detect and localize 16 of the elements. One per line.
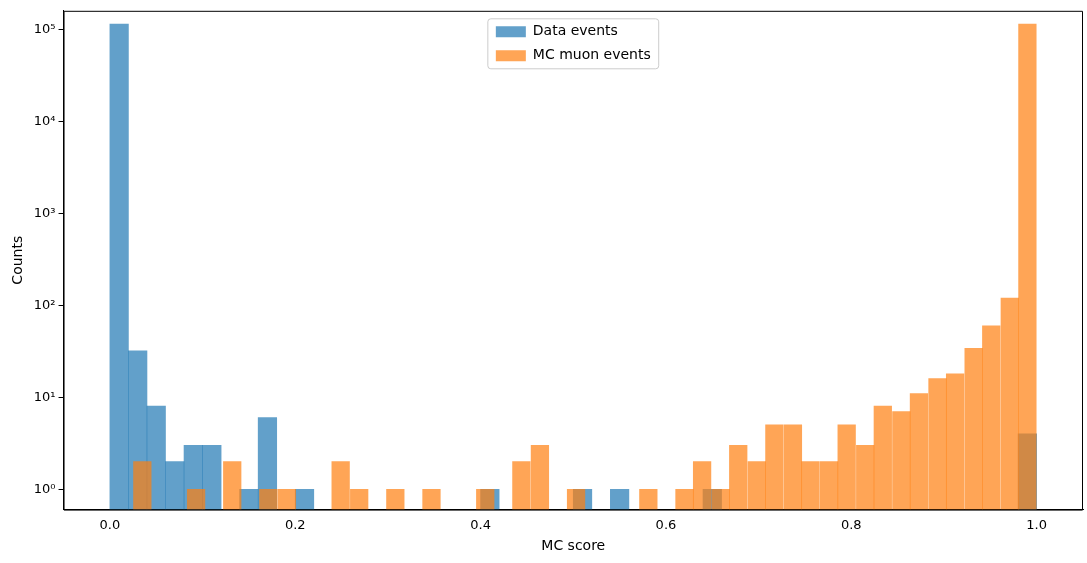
y-tick-label: 10⁰ xyxy=(33,480,56,496)
x-tick-label: 0.4 xyxy=(470,516,491,532)
y-tick-label: 10⁴ xyxy=(33,112,56,128)
x-tick-label: 0.8 xyxy=(840,516,862,532)
y-axis-title: Counts xyxy=(9,235,26,285)
x-axis-title: MC score xyxy=(541,537,606,554)
y-tick-label: 10³ xyxy=(33,204,56,220)
x-tick-label: 0.2 xyxy=(284,516,306,532)
legend-label: Data events xyxy=(532,22,618,39)
legend-label: MC muon events xyxy=(532,46,651,63)
x-tick-label: 0.0 xyxy=(99,516,121,532)
x-tick-label: 0.6 xyxy=(655,516,677,532)
y-tick-label: 10¹ xyxy=(33,388,56,404)
x-tick-label: 1.0 xyxy=(1026,516,1048,532)
y-tick-label: 10⁵ xyxy=(33,20,56,36)
y-tick-label: 10² xyxy=(33,296,56,312)
